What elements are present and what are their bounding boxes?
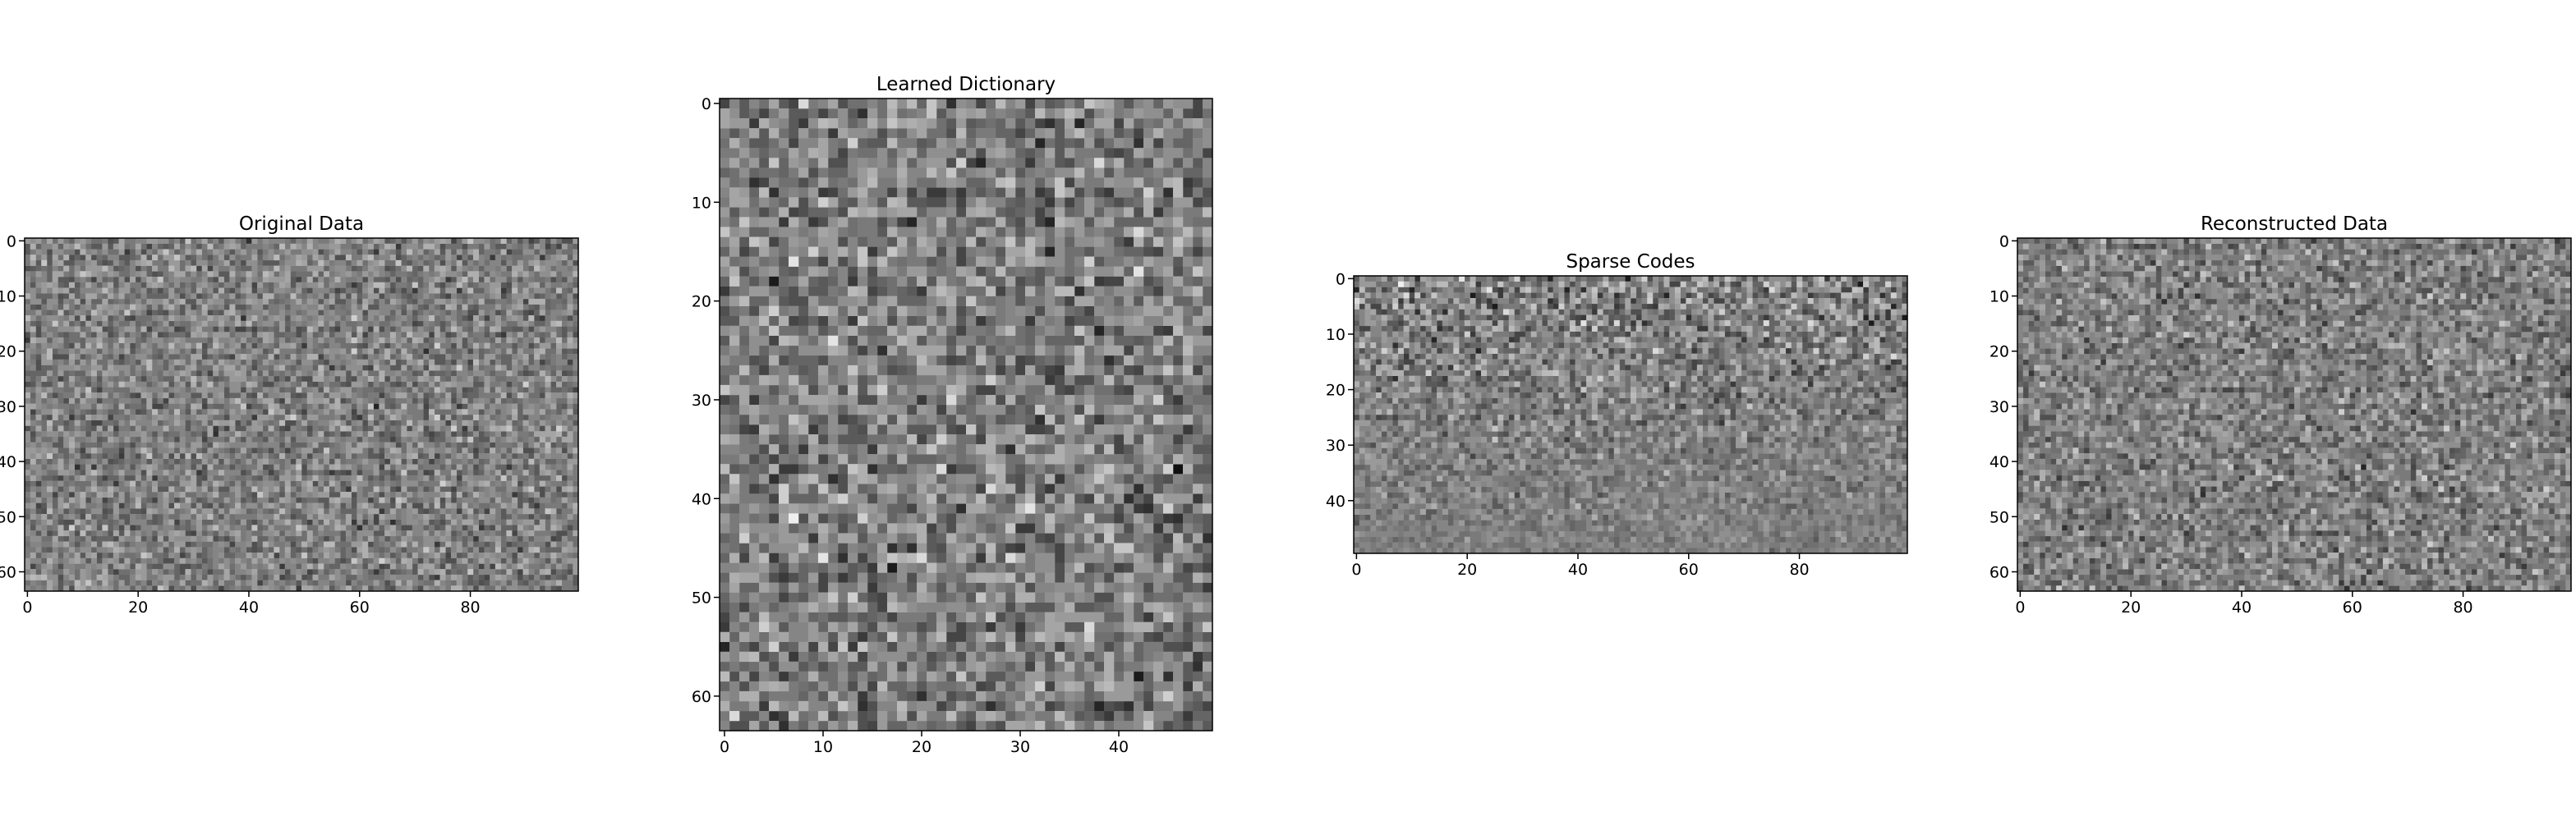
- x-tick-label: 20: [1457, 561, 1477, 579]
- x-tick-label: 40: [1109, 738, 1129, 756]
- panel-title: Reconstructed Data: [2201, 213, 2388, 235]
- image-cells: [1354, 287, 1897, 360]
- image-cells: [2017, 238, 2572, 592]
- x-tick-label: 20: [2121, 599, 2141, 617]
- x-tick-label: 40: [1568, 561, 1588, 579]
- x-tick-label: 60: [350, 599, 370, 617]
- axes-frame: [719, 98, 1213, 732]
- y-tick-label: 10: [1326, 326, 1346, 344]
- image-cells: [1354, 276, 1908, 554]
- axes-frame: [2017, 237, 2572, 592]
- y-tick-label: 40: [0, 453, 16, 471]
- image-cells: [25, 238, 579, 592]
- image-cells: [25, 238, 579, 592]
- panel: Reconstructed Data 0 20 40 60 80 0 10 20 30 40 50 60: [1990, 213, 2572, 617]
- y-tick-label: 50: [1990, 508, 2009, 526]
- x-tick-label: 40: [2232, 599, 2252, 617]
- y-tick-label: 30: [1326, 437, 1346, 455]
- y-tick-label: 30: [0, 398, 16, 416]
- y-tick-label: 0: [1336, 270, 1346, 288]
- x-tick-label: 80: [460, 599, 480, 617]
- image-cells: [729, 99, 1144, 722]
- image-cells: [720, 99, 1213, 732]
- image-cells: [720, 99, 1213, 732]
- x-tick-label: 60: [2343, 599, 2362, 617]
- x-tick-label: 60: [1679, 561, 1699, 579]
- image-cells: [1173, 464, 1184, 475]
- panel: Original Data 0 20 40 60 80 0 10 20 30 40 50 60: [0, 213, 579, 617]
- y-tick-label: 40: [692, 490, 711, 508]
- x-tick-label: 40: [239, 599, 259, 617]
- y-tick-label: 30: [692, 392, 711, 410]
- y-tick-label: 10: [692, 194, 711, 212]
- image-cells: [25, 238, 579, 592]
- y-tick-label: 50: [0, 508, 16, 526]
- x-tick-label: 80: [1789, 561, 1809, 579]
- y-tick-label: 0: [7, 232, 16, 250]
- image-cells: [1354, 276, 1908, 554]
- y-tick-label: 20: [1990, 343, 2009, 361]
- panel-title: Learned Dictionary: [876, 74, 1056, 95]
- x-tick-label: 80: [2453, 599, 2472, 617]
- image-cells: [1459, 276, 1587, 327]
- panel: Learned Dictionary 0 10 20 30 40 0 10 20 30 40 50 60: [692, 74, 1213, 756]
- panel-title: Original Data: [239, 213, 364, 235]
- y-tick-label: 40: [1326, 493, 1346, 511]
- image-cells: [789, 513, 799, 524]
- x-tick-label: 0: [2015, 599, 2025, 617]
- y-tick-label: 30: [1990, 398, 2009, 416]
- y-tick-label: 20: [0, 343, 16, 361]
- y-tick-label: 20: [1326, 382, 1346, 400]
- y-tick-label: 0: [1999, 232, 2009, 250]
- panel-title: Sparse Codes: [1566, 251, 1695, 273]
- image-cells: [2017, 238, 2572, 592]
- y-tick-label: 20: [692, 293, 711, 311]
- y-tick-label: 0: [702, 95, 711, 113]
- y-tick-label: 10: [1990, 288, 2009, 306]
- image-cells: [373, 403, 380, 410]
- image-cells: [720, 99, 1213, 732]
- y-tick-label: 10: [0, 288, 16, 306]
- axes-frame: [24, 237, 579, 592]
- image-cells: [1354, 276, 1908, 554]
- x-tick-label: 20: [128, 599, 148, 617]
- x-tick-label: 10: [813, 738, 833, 756]
- y-tick-label: 40: [1990, 453, 2009, 471]
- y-tick-label: 60: [1990, 563, 2009, 581]
- image-cells: [720, 99, 1213, 732]
- image-cells: [720, 99, 1213, 732]
- image-cells: [2360, 464, 2367, 470]
- panel: Sparse Codes 0 20 40 60 80 0 10 20 30 40: [1326, 251, 1908, 579]
- y-tick-label: 60: [692, 688, 711, 706]
- x-tick-label: 0: [720, 738, 729, 756]
- x-tick-label: 0: [1351, 561, 1361, 579]
- axes-frame: [1353, 275, 1908, 554]
- y-tick-label: 50: [692, 589, 711, 608]
- y-tick-label: 60: [0, 563, 16, 581]
- x-tick-label: 30: [1010, 738, 1030, 756]
- x-tick-label: 20: [912, 738, 932, 756]
- image-cells: [1397, 281, 1404, 287]
- x-tick-label: 0: [22, 599, 32, 617]
